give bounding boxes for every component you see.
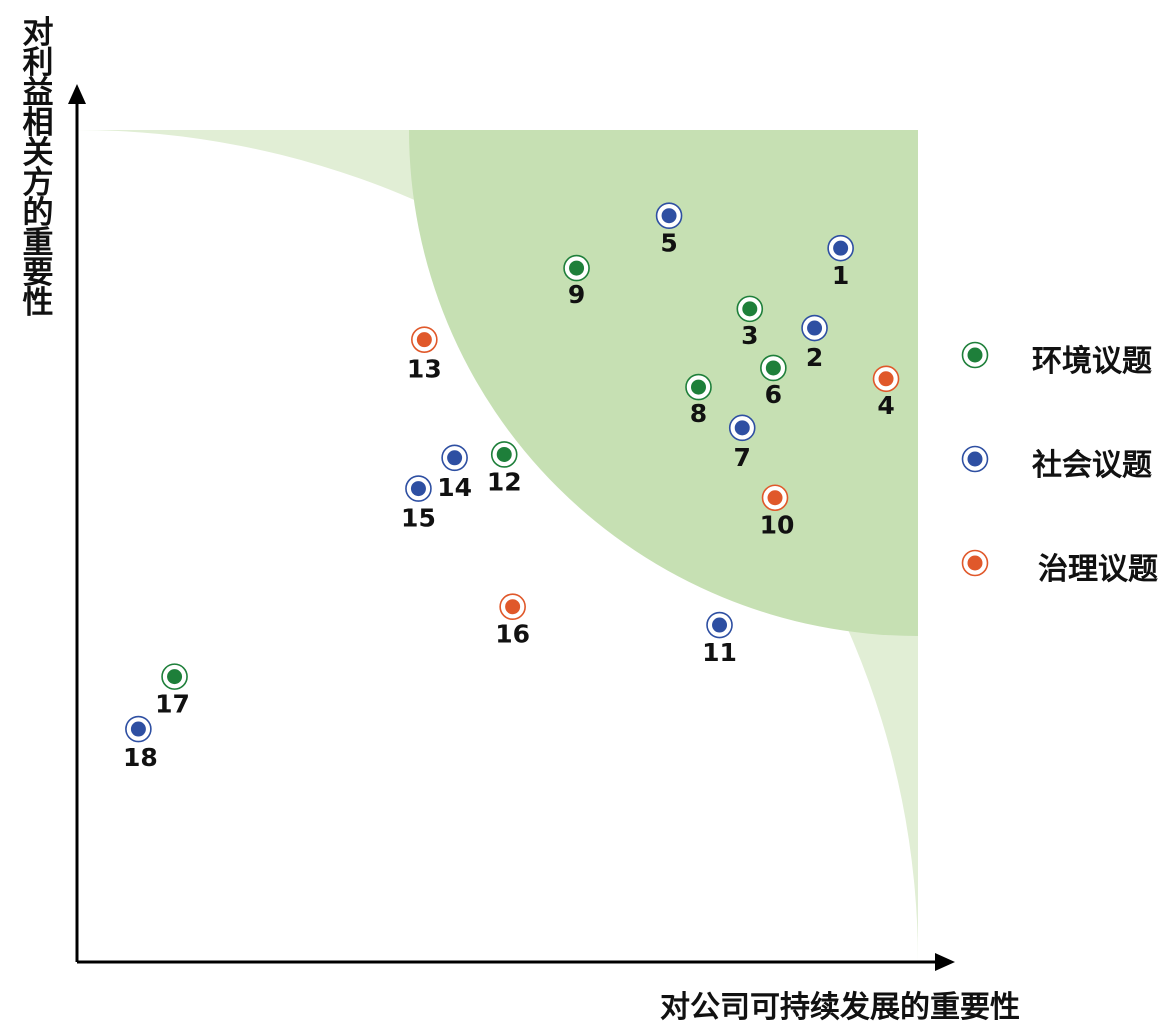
- legend-label-social: 社会议题: [1032, 448, 1152, 483]
- point-marker-4: [878, 371, 894, 387]
- x-axis-label: 对公司可持续发展的重要性: [660, 990, 1020, 1025]
- data-point-9: 9: [563, 254, 590, 309]
- point-label-14: 14: [437, 473, 472, 502]
- point-label-15: 15: [401, 504, 436, 533]
- point-marker-9: [569, 260, 585, 276]
- point-label-9: 9: [568, 280, 585, 309]
- data-point-2: 2: [801, 314, 828, 372]
- point-label-10: 10: [760, 511, 795, 540]
- point-label-3: 3: [741, 321, 758, 350]
- point-label-5: 5: [660, 229, 677, 258]
- legend-marker-environment: [961, 341, 989, 369]
- legend-item-social: 社会议题: [960, 444, 1170, 548]
- point-marker-2: [807, 320, 823, 336]
- data-point-6: 6: [760, 354, 787, 409]
- data-point-8: 8: [685, 373, 712, 428]
- data-point-4: 4: [872, 365, 900, 420]
- point-marker-15: [410, 481, 426, 497]
- point-label-12: 12: [487, 467, 522, 496]
- legend-marker-governance: [961, 549, 989, 577]
- data-point-5: 5: [655, 202, 683, 258]
- legend-label-environment: 环境议题: [1032, 344, 1152, 379]
- point-label-1: 1: [832, 261, 849, 290]
- point-label-8: 8: [690, 399, 707, 428]
- legend-marker-social: [961, 445, 989, 473]
- point-marker-13: [416, 332, 432, 348]
- data-point-11: 11: [702, 611, 737, 667]
- point-label-7: 7: [734, 443, 751, 472]
- data-point-3: 3: [736, 295, 764, 350]
- point-marker-7: [734, 420, 750, 436]
- data-point-12: 12: [487, 441, 522, 496]
- point-marker-5: [661, 208, 677, 224]
- y-axis-arrow: [68, 84, 86, 104]
- point-label-2: 2: [806, 343, 823, 372]
- point-label-16: 16: [495, 620, 530, 649]
- point-label-17: 17: [155, 690, 190, 719]
- point-marker-17: [167, 669, 183, 685]
- y-axis-label: 对利益相关方的重要性: [22, 15, 54, 321]
- point-marker-16: [505, 599, 521, 615]
- legend-label-governance: 治理议题: [1038, 552, 1158, 587]
- data-point-18: 18: [123, 715, 158, 772]
- data-point-14: 14: [437, 444, 472, 502]
- data-point-17: 17: [155, 663, 190, 719]
- point-marker-18: [130, 721, 146, 737]
- point-marker-14: [447, 450, 463, 466]
- point-marker-1: [833, 240, 849, 256]
- point-label-13: 13: [407, 355, 442, 384]
- data-point-13: 13: [407, 326, 442, 384]
- point-label-18: 18: [123, 743, 158, 772]
- point-label-6: 6: [765, 380, 782, 409]
- point-marker-10: [767, 490, 783, 506]
- data-point-15: 15: [401, 475, 436, 533]
- legend-item-environment: 环境议题: [960, 340, 1170, 444]
- point-label-4: 4: [877, 391, 894, 420]
- x-axis-arrow: [935, 953, 955, 971]
- inner-zone-band: [409, 130, 918, 636]
- point-marker-8: [690, 379, 706, 395]
- point-label-11: 11: [702, 638, 737, 667]
- legend: 环境议题 社会议题 治理议题: [960, 340, 1170, 652]
- data-point-16: 16: [495, 593, 530, 649]
- point-marker-3: [742, 301, 758, 317]
- data-point-7: 7: [728, 414, 756, 472]
- data-point-1: 1: [827, 234, 854, 290]
- data-point-10: 10: [760, 484, 795, 540]
- legend-item-governance: 治理议题: [960, 548, 1170, 652]
- point-marker-6: [765, 360, 781, 376]
- point-marker-12: [496, 446, 512, 462]
- point-marker-11: [712, 617, 728, 633]
